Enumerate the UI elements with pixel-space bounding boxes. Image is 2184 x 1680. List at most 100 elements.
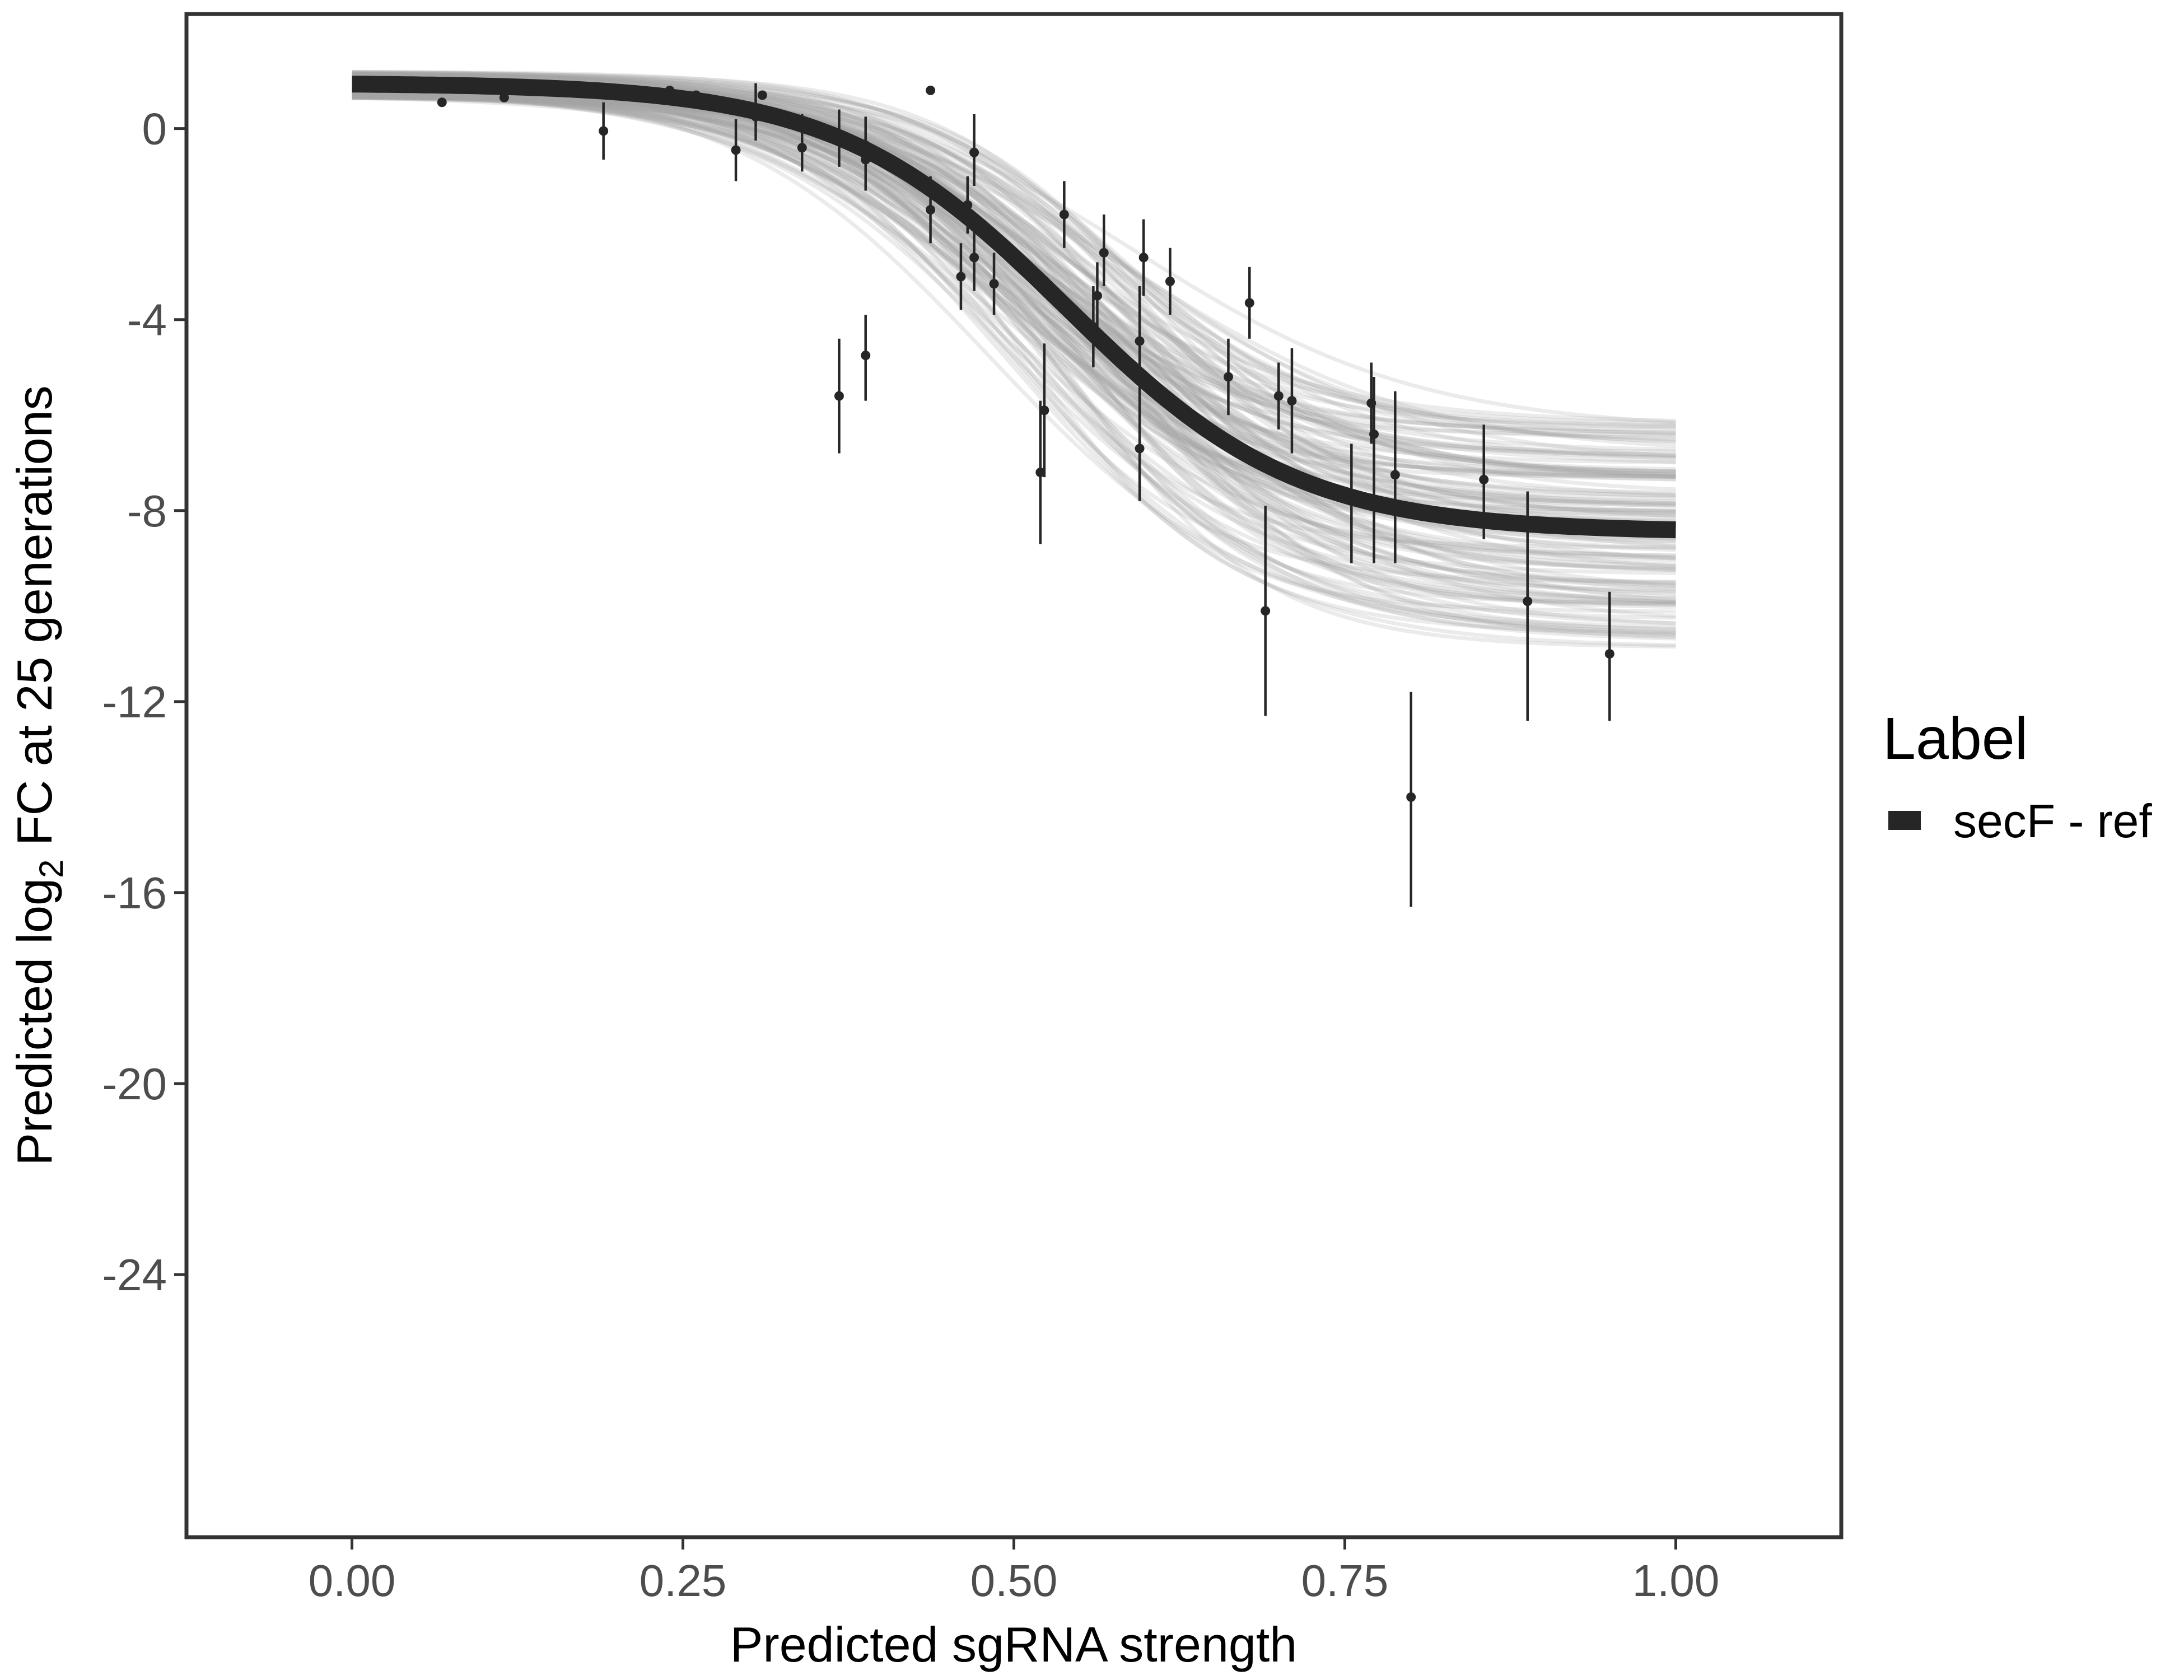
data-point bbox=[1273, 391, 1284, 401]
data-point bbox=[956, 272, 966, 282]
posterior-draw-curve bbox=[352, 91, 1676, 605]
data-point bbox=[751, 111, 761, 122]
x-tick-label: 0.25 bbox=[640, 1556, 727, 1606]
posterior-draw-curve bbox=[352, 96, 1676, 479]
data-point bbox=[499, 92, 509, 102]
x-tick-label: 1.00 bbox=[1632, 1556, 1720, 1606]
data-point bbox=[731, 145, 741, 155]
data-point bbox=[1099, 248, 1109, 258]
legend-label-secf-ref: secF - ref bbox=[1953, 795, 2152, 847]
data-point bbox=[1390, 470, 1400, 480]
posterior-draw-curve bbox=[352, 94, 1676, 568]
data-point bbox=[926, 205, 936, 215]
data-point bbox=[1346, 496, 1356, 506]
x-axis: 0.00 0.25 0.50 0.75 1.00 bbox=[309, 1539, 1720, 1606]
posterior-draw-curve bbox=[352, 90, 1676, 584]
plot-panel-border bbox=[184, 12, 1844, 1539]
posterior-draw-curve bbox=[352, 94, 1676, 448]
fit-curve-secf-ref bbox=[352, 76, 1676, 539]
posterior-draw-curve bbox=[352, 83, 1676, 546]
posterior-draw-curve bbox=[352, 73, 1676, 588]
posterior-draw-curve bbox=[352, 96, 1676, 605]
posterior-draw-curve bbox=[352, 93, 1676, 635]
y-tick-label: -12 bbox=[102, 677, 167, 727]
data-point bbox=[1479, 474, 1489, 484]
posterior-draw-curve bbox=[352, 95, 1676, 552]
posterior-draw-curve bbox=[352, 73, 1676, 460]
y-tick-label: -8 bbox=[127, 486, 167, 536]
posterior-draw-curve bbox=[352, 90, 1676, 465]
legend-title: Label bbox=[1883, 706, 2028, 772]
fit-curve-layer bbox=[352, 76, 1676, 539]
y-axis-title-part-1: Predicted log bbox=[7, 878, 62, 1166]
posterior-draw-curve bbox=[352, 95, 1676, 634]
posterior-draw-curve bbox=[352, 91, 1676, 543]
y-tick-label: -20 bbox=[102, 1059, 167, 1109]
data-point bbox=[1604, 649, 1614, 659]
y-tick-label: -16 bbox=[102, 868, 167, 918]
posterior-draw-curve bbox=[352, 86, 1676, 482]
posterior-draw-curve bbox=[352, 73, 1676, 606]
y-axis-title-subscript: 2 bbox=[32, 860, 70, 878]
data-point bbox=[926, 85, 936, 95]
data-point bbox=[599, 126, 609, 136]
posterior-draw-curve bbox=[352, 88, 1676, 505]
posterior-draw-curve bbox=[352, 92, 1676, 572]
posterior-draw-curve bbox=[352, 95, 1676, 513]
data-point bbox=[1261, 606, 1271, 616]
data-point bbox=[963, 200, 973, 210]
posterior-draw-curve bbox=[352, 96, 1676, 620]
data-point bbox=[1287, 396, 1297, 406]
x-tick-label: 0.00 bbox=[309, 1556, 396, 1606]
legend-key-secf-ref bbox=[1888, 811, 1921, 830]
data-point bbox=[665, 85, 675, 95]
data-point bbox=[1088, 321, 1098, 332]
posterior-draw-curve bbox=[352, 91, 1676, 609]
posterior-draw-curve bbox=[352, 73, 1676, 600]
posterior-draw-curve bbox=[352, 69, 1676, 508]
y-tick-label: -4 bbox=[127, 295, 167, 345]
data-point bbox=[969, 147, 979, 157]
posterior-draw-curve bbox=[352, 70, 1676, 437]
posterior-draw-curve bbox=[352, 89, 1676, 477]
posterior-draw-curve bbox=[352, 70, 1676, 479]
posterior-draw-curve bbox=[352, 86, 1676, 507]
data-point bbox=[1135, 336, 1145, 346]
posterior-draw-curve bbox=[352, 72, 1676, 497]
posterior-draw-curve bbox=[352, 94, 1676, 427]
posterior-draw-curve bbox=[352, 72, 1676, 435]
data-point bbox=[1039, 405, 1049, 416]
y-axis-title-part-2: FC at 25 generations bbox=[7, 385, 62, 859]
data-point bbox=[969, 253, 979, 263]
y-tick-label: 0 bbox=[142, 104, 167, 154]
data-point bbox=[861, 155, 871, 165]
y-axis-title: Predicted log2 FC at 25 generations bbox=[7, 385, 70, 1165]
posterior-draw-curve bbox=[352, 75, 1676, 474]
data-point bbox=[1523, 596, 1533, 606]
y-axis: 0 -4 -8 -12 -16 -20 -24 bbox=[102, 104, 185, 1300]
data-point bbox=[834, 133, 844, 143]
data-point bbox=[1135, 444, 1145, 454]
posterior-draw-curve bbox=[352, 72, 1676, 562]
posterior-draw-curve bbox=[352, 74, 1676, 513]
data-point bbox=[1244, 298, 1254, 308]
x-tick-label: 0.50 bbox=[970, 1556, 1058, 1606]
posterior-draw-curve bbox=[352, 71, 1676, 592]
data-point bbox=[1138, 253, 1149, 263]
data-point bbox=[1035, 468, 1046, 478]
posterior-draw-curve bbox=[352, 72, 1676, 444]
data-point bbox=[1406, 792, 1416, 802]
posterior-draw-curve bbox=[352, 72, 1676, 589]
x-axis-title: Predicted sgRNA strength bbox=[730, 1617, 1298, 1672]
data-point bbox=[1059, 209, 1069, 220]
legend: Label secF - ref bbox=[1883, 706, 2152, 847]
posterior-draw-curve bbox=[352, 95, 1676, 477]
posterior-draw-curve bbox=[352, 83, 1676, 629]
x-tick-label: 0.75 bbox=[1301, 1556, 1389, 1606]
data-point bbox=[797, 143, 807, 153]
data-point bbox=[1223, 372, 1233, 382]
data-point bbox=[834, 391, 844, 401]
data-point bbox=[1369, 429, 1379, 439]
